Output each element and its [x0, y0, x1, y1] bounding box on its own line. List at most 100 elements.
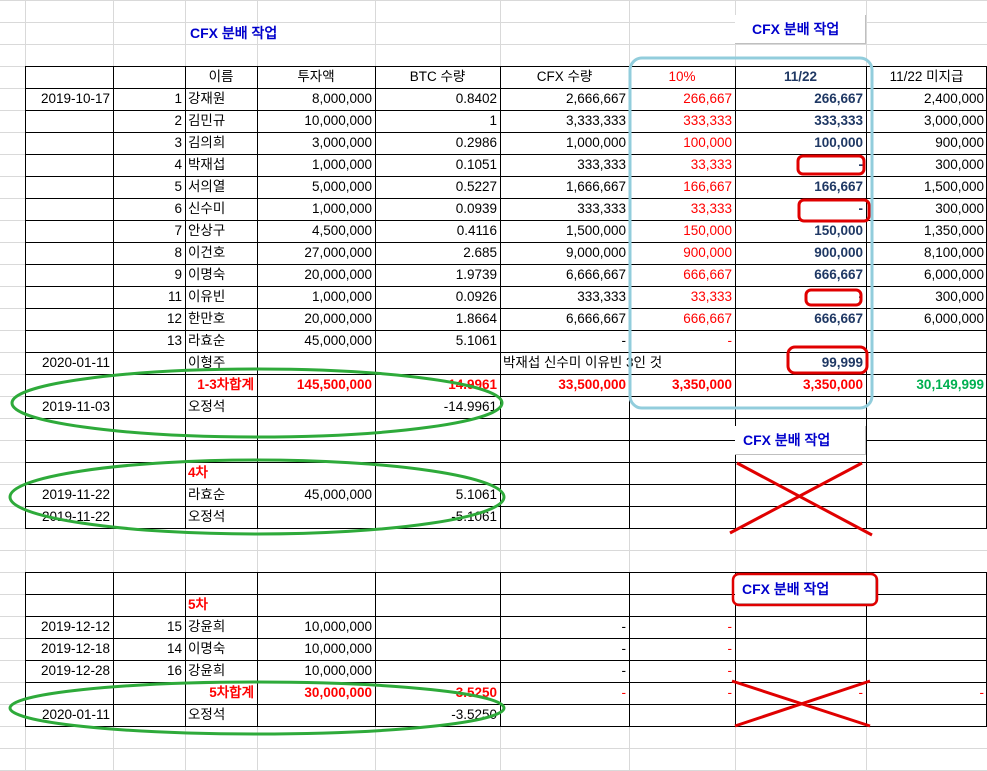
s5-pct-2[interactable]: - [727, 663, 733, 678]
cell-r8-c2[interactable]: 이건호 [188, 245, 226, 260]
cell-r3-c1[interactable]: 3 [174, 135, 182, 150]
cell-r12-c1[interactable]: 13 [166, 333, 182, 348]
cell-r1-c8[interactable]: 2,400,000 [923, 91, 984, 106]
cell-r11-c1[interactable]: 12 [166, 311, 182, 326]
cell-r11-c8[interactable]: 6,000,000 [923, 311, 984, 326]
extra-note[interactable]: 박재섭 신수미 이유빈 3인 것 [503, 355, 663, 370]
cell-r12-c6[interactable]: - [727, 333, 733, 348]
cell-r3-c0[interactable] [25, 132, 113, 154]
s4-btc-1[interactable]: -5.1061 [451, 509, 497, 524]
s5-oh-date[interactable]: 2020-01-11 [41, 707, 110, 722]
cell-r7-c2[interactable]: 안상구 [188, 223, 226, 238]
s5-name-2[interactable]: 강윤희 [188, 663, 226, 678]
cell-r6-c0[interactable] [25, 198, 113, 220]
cell-r10-c0[interactable] [25, 286, 113, 308]
cell-r4-c6[interactable]: 33,333 [690, 157, 732, 172]
header-5[interactable]: CFX 수량 [536, 69, 593, 84]
cell-r11-c2[interactable]: 한만호 [188, 311, 226, 326]
cell-r1-c5[interactable]: 2,666,667 [565, 91, 626, 106]
cell-r9-c0[interactable] [25, 264, 113, 286]
cell-r3-c4[interactable]: 0.2986 [455, 135, 497, 150]
subtotal1-cfx[interactable]: 33,500,000 [558, 377, 626, 392]
cell-r7-c6[interactable]: 150,000 [683, 223, 732, 238]
s5-sub-label[interactable]: 5차합계 [209, 685, 254, 700]
s5-date-0[interactable]: 2019-12-12 [40, 619, 110, 634]
cell-r4-c7[interactable]: - [858, 157, 864, 172]
cell-r5-c3[interactable]: 5,000,000 [311, 179, 372, 194]
cell-r5-c4[interactable]: 0.5227 [455, 179, 497, 194]
cell-r2-c8[interactable]: 3,000,000 [923, 113, 984, 128]
cell-r9-c6[interactable]: 666,667 [683, 267, 732, 282]
cell-r6-c2[interactable]: 신수미 [188, 201, 226, 216]
s5-invest-0[interactable]: 10,000,000 [304, 619, 372, 634]
cell-r1-c0[interactable]: 2019-10-17 [40, 91, 110, 106]
s4-name-0[interactable]: 라효순 [188, 487, 226, 502]
cell-r2-c2[interactable]: 김민규 [188, 113, 226, 128]
cell-r7-c3[interactable]: 4,500,000 [311, 223, 372, 238]
cell-r2-c3[interactable]: 10,000,000 [304, 113, 372, 128]
s5-no-0[interactable]: 15 [166, 619, 182, 634]
cell-r9-c7[interactable]: 666,667 [814, 267, 863, 282]
cell-r10-c8[interactable]: 300,000 [935, 289, 984, 304]
header-8[interactable]: 11/22 미지급 [889, 69, 964, 84]
cell-r10-c4[interactable]: 0.0926 [455, 289, 497, 304]
s4-invest-0[interactable]: 45,000,000 [304, 487, 372, 502]
cell-r9-c3[interactable]: 20,000,000 [304, 267, 372, 282]
cell-r4-c5[interactable]: 333,333 [577, 157, 626, 172]
cell-r7-c8[interactable]: 1,350,000 [923, 223, 984, 238]
subtotal1-pct[interactable]: 3,350,000 [671, 377, 732, 392]
s5-cfx-2[interactable]: - [621, 663, 627, 678]
cell-r10-c2[interactable]: 이유빈 [188, 289, 226, 304]
cell-r6-c3[interactable]: 1,000,000 [311, 201, 372, 216]
cell-r5-c8[interactable]: 1,500,000 [923, 179, 984, 194]
extra-name[interactable]: 이형주 [188, 355, 226, 370]
s4-invest-1[interactable] [257, 506, 375, 528]
cell-r3-c3[interactable]: 3,000,000 [311, 135, 372, 150]
cell-r6-c4[interactable]: 0.0939 [455, 201, 497, 216]
cell-r12-c2[interactable]: 라효순 [188, 333, 226, 348]
header-2[interactable]: 이름 [208, 69, 234, 84]
cell-r7-c7[interactable]: 150,000 [814, 223, 863, 238]
oh1-name[interactable]: 오정석 [188, 399, 226, 414]
s5-no-1[interactable]: 14 [166, 641, 182, 656]
cell-r1-c7[interactable]: 266,667 [814, 91, 863, 106]
header-4[interactable]: BTC 수량 [409, 69, 466, 84]
cell-r12-c3[interactable]: 45,000,000 [304, 333, 372, 348]
cell-r7-c0[interactable] [25, 220, 113, 242]
s5-no-2[interactable]: 16 [166, 663, 182, 678]
subtotal1-label[interactable]: 1-3차합계 [197, 377, 254, 392]
subtotal1-unpaid[interactable]: 30,149,999 [916, 377, 984, 392]
cell-r5-c0[interactable] [25, 176, 113, 198]
s5-sub-btc[interactable]: 3.5250 [455, 685, 497, 700]
cell-r3-c5[interactable]: 1,000,000 [565, 135, 626, 150]
oh1-btc[interactable]: -14.9961 [443, 399, 497, 414]
cell-r7-c4[interactable]: 0.4116 [456, 223, 497, 238]
cell-r12-c0[interactable] [25, 330, 113, 352]
cell-r12-c8[interactable] [866, 330, 987, 352]
cell-r4-c4[interactable]: 0.1051 [455, 157, 497, 172]
cell-r11-c5[interactable]: 6,666,667 [565, 311, 626, 326]
cell-r3-c7[interactable]: 100,000 [814, 135, 863, 150]
s4-btc-0[interactable]: 5.1061 [455, 487, 497, 502]
cell-r6-c5[interactable]: 333,333 [577, 201, 626, 216]
cell-r5-c1[interactable]: 5 [174, 179, 182, 194]
oh1-date[interactable]: 2019-11-03 [41, 399, 110, 414]
s5-date-1[interactable]: 2019-12-18 [40, 641, 110, 656]
cell-r8-c8[interactable]: 8,100,000 [923, 245, 984, 260]
header-6[interactable]: 10% [668, 69, 696, 84]
s5-cfx-1[interactable]: - [621, 641, 627, 656]
section4-label[interactable]: 4차 [188, 465, 208, 480]
cell-r12-c5[interactable]: - [621, 333, 627, 348]
cell-r11-c7[interactable]: 666,667 [814, 311, 863, 326]
cell-r8-c3[interactable]: 27,000,000 [304, 245, 372, 260]
cell-r11-c6[interactable]: 666,667 [683, 311, 732, 326]
header-3[interactable]: 투자액 [297, 69, 335, 84]
s5-oh-name[interactable]: 오정석 [188, 707, 226, 722]
subtotal1-btc[interactable]: 14.9961 [448, 377, 497, 392]
cell-r7-c1[interactable]: 7 [174, 223, 182, 238]
cell-r9-c8[interactable]: 6,000,000 [923, 267, 984, 282]
s5-oh-btc[interactable]: -3.5250 [451, 707, 497, 722]
cell-r6-c6[interactable]: 33,333 [690, 201, 732, 216]
s5-pct-0[interactable]: - [727, 619, 733, 634]
cell-r8-c1[interactable]: 8 [174, 245, 182, 260]
